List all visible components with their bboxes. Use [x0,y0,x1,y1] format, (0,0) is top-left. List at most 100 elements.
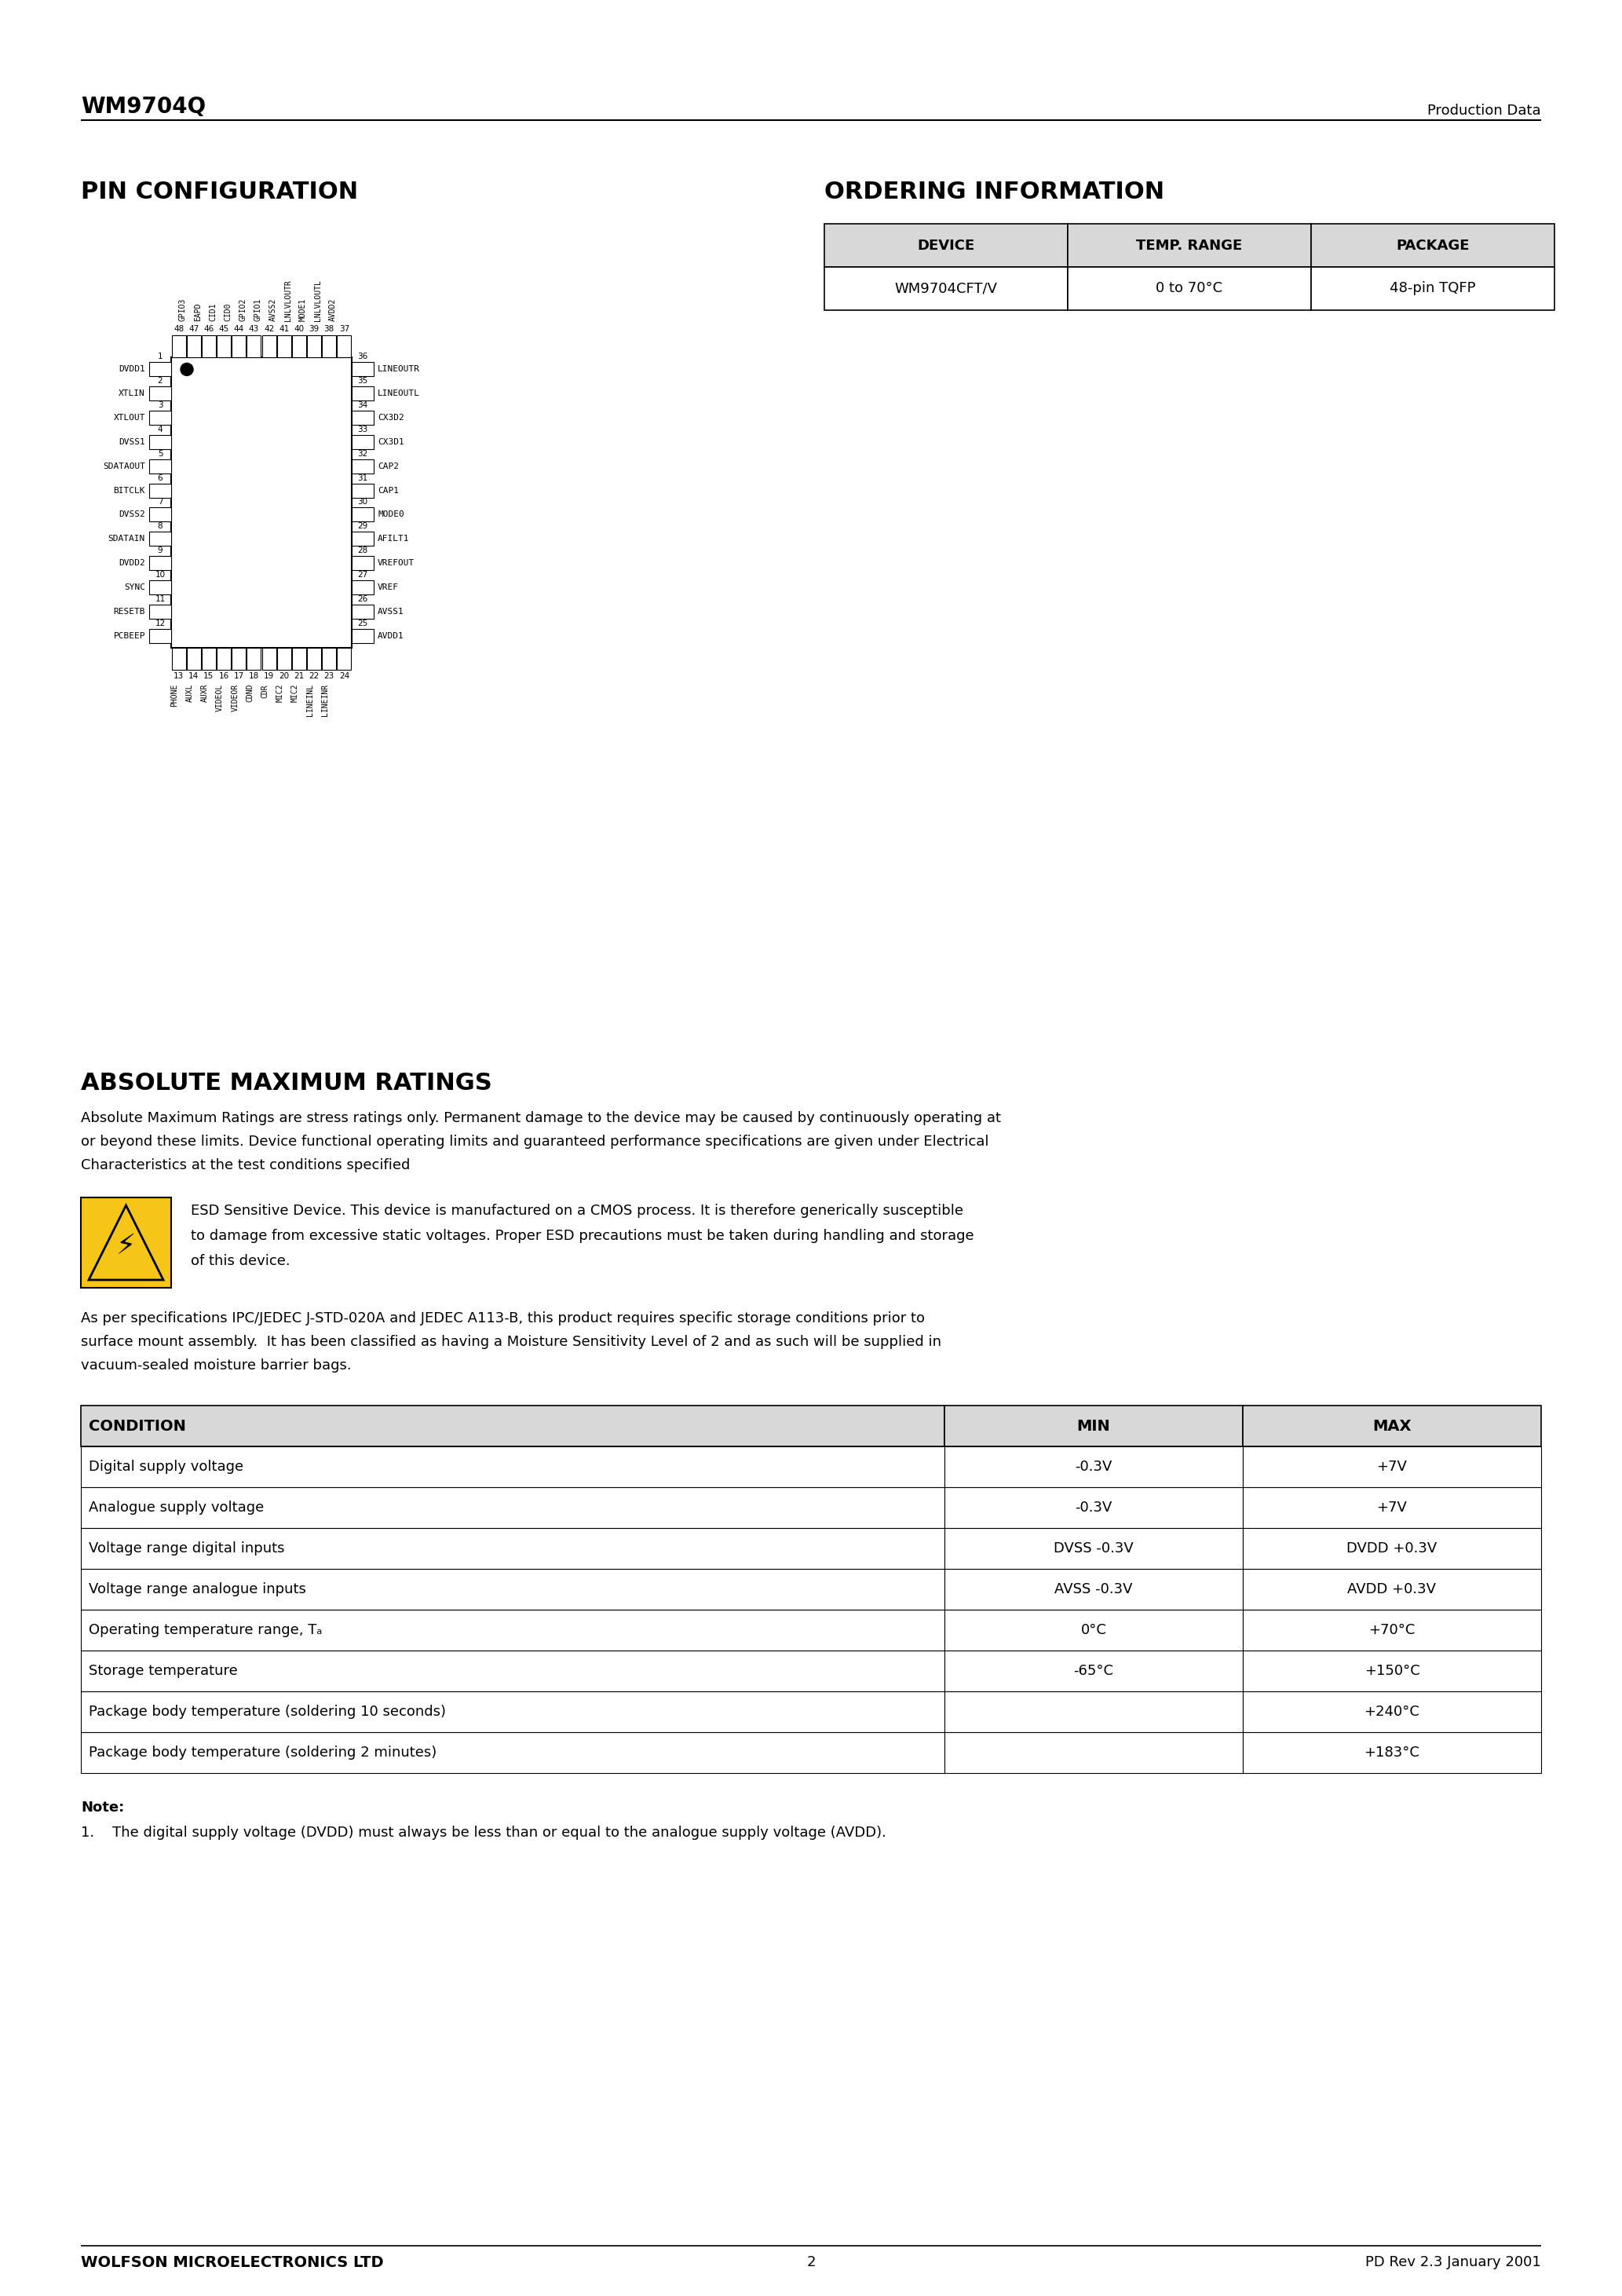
Bar [81,1488,944,1529]
Text: 32: 32 [357,450,368,457]
Text: DVSS2: DVSS2 [118,510,146,519]
Bar [277,335,290,358]
Text: DVDD2: DVDD2 [118,560,146,567]
Text: WM9704CFT/V: WM9704CFT/V [895,282,998,296]
Text: surface mount assembly.  It has been classified as having a Moisture Sensitivity: surface mount assembly. It has been clas… [81,1334,941,1350]
Text: LINEOUTR: LINEOUTR [378,365,420,374]
Bar [352,363,373,377]
Text: of this device.: of this device. [191,1254,290,1267]
Bar [352,507,373,521]
Text: 35: 35 [357,377,368,386]
Bar [149,604,172,618]
Text: 12: 12 [156,620,165,627]
Bar [1242,1405,1541,1446]
Bar [1311,266,1554,310]
Text: 1.    The digital supply voltage (DVDD) must always be less than or equal to the: 1. The digital supply voltage (DVDD) mus… [81,1825,886,1839]
Text: DEVICE: DEVICE [918,239,975,253]
Bar [81,1529,944,1568]
Bar [944,1488,1242,1529]
Bar [944,1529,1242,1568]
Bar [81,1731,944,1773]
Bar [1242,1446,1541,1488]
Text: AUXL: AUXL [187,684,193,703]
Bar [352,411,373,425]
Bar [187,335,201,358]
Text: AVDD2: AVDD2 [329,298,337,321]
Bar [172,358,352,647]
Text: +240°C: +240°C [1364,1704,1419,1720]
Text: VIDEOR: VIDEOR [230,684,238,712]
Text: CONDITION: CONDITION [89,1419,187,1433]
Text: Analogue supply voltage: Analogue supply voltage [89,1502,264,1515]
Bar [1067,223,1311,266]
Text: CDR: CDR [261,684,269,698]
Bar [1242,1568,1541,1609]
Bar [352,434,373,450]
Bar [172,335,187,358]
Text: 25: 25 [357,620,368,627]
Text: Voltage range analogue inputs: Voltage range analogue inputs [89,1582,307,1596]
Bar [149,386,172,402]
Text: 9: 9 [157,546,162,553]
Text: 43: 43 [248,326,260,333]
Bar [944,1446,1242,1488]
Bar [292,335,307,358]
Text: WOLFSON MICROELECTRONICS LTD: WOLFSON MICROELECTRONICS LTD [81,2255,384,2271]
Bar [149,434,172,450]
Bar [81,1692,944,1731]
Bar [149,459,172,473]
Text: 7: 7 [157,498,162,505]
Text: CX3D2: CX3D2 [378,413,404,422]
Bar [201,647,216,670]
Bar [352,386,373,402]
Text: -0.3V: -0.3V [1075,1460,1113,1474]
Bar [81,1568,944,1609]
Bar [149,411,172,425]
Text: As per specifications IPC/JEDEC J-STD-020A and JEDEC A113-B, this product requir: As per specifications IPC/JEDEC J-STD-02… [81,1311,925,1325]
Bar [247,335,261,358]
Text: +7V: +7V [1377,1502,1408,1515]
Text: CDND: CDND [247,684,255,703]
Bar [247,647,261,670]
Bar [232,335,247,358]
Text: 34: 34 [357,402,368,409]
Bar [261,647,276,670]
Text: 0 to 70°C: 0 to 70°C [1156,282,1223,296]
Bar [323,335,336,358]
Text: LINEINR: LINEINR [321,684,329,716]
Bar [149,581,172,595]
Text: 42: 42 [264,326,274,333]
Text: AFILT1: AFILT1 [378,535,409,542]
Text: AVSS -0.3V: AVSS -0.3V [1054,1582,1132,1596]
Text: CID1: CID1 [209,303,217,321]
Text: to damage from excessive static voltages. Proper ESD precautions must be taken d: to damage from excessive static voltages… [191,1228,973,1242]
Text: 33: 33 [357,425,368,434]
Bar [1067,266,1311,310]
Text: 2: 2 [157,377,162,386]
Text: 10: 10 [156,572,165,579]
Text: BITCLK: BITCLK [114,487,146,494]
Bar [307,647,321,670]
Text: ABSOLUTE MAXIMUM RATINGS: ABSOLUTE MAXIMUM RATINGS [81,1072,491,1095]
Text: 48-pin TQFP: 48-pin TQFP [1390,282,1476,296]
Text: or beyond these limits. Device functional operating limits and guaranteed perfor: or beyond these limits. Device functiona… [81,1134,989,1148]
Text: 38: 38 [324,326,334,333]
Bar [352,459,373,473]
Text: SDATAIN: SDATAIN [109,535,146,542]
Bar [1242,1529,1541,1568]
Text: 23: 23 [324,673,334,680]
Text: MIN: MIN [1077,1419,1111,1433]
Text: -65°C: -65°C [1074,1665,1114,1678]
Bar [1242,1731,1541,1773]
Text: CID0: CID0 [224,303,232,321]
Bar [1311,223,1554,266]
Bar [232,647,247,670]
Text: 26: 26 [357,595,368,604]
Bar [352,629,373,643]
Text: Characteristics at the test conditions specified: Characteristics at the test conditions s… [81,1157,410,1173]
Text: ESD Sensitive Device. This device is manufactured on a CMOS process. It is there: ESD Sensitive Device. This device is man… [191,1203,963,1217]
Bar [149,507,172,521]
Text: 6: 6 [157,473,162,482]
Text: AVSS2: AVSS2 [269,298,277,321]
Text: 44: 44 [234,326,243,333]
